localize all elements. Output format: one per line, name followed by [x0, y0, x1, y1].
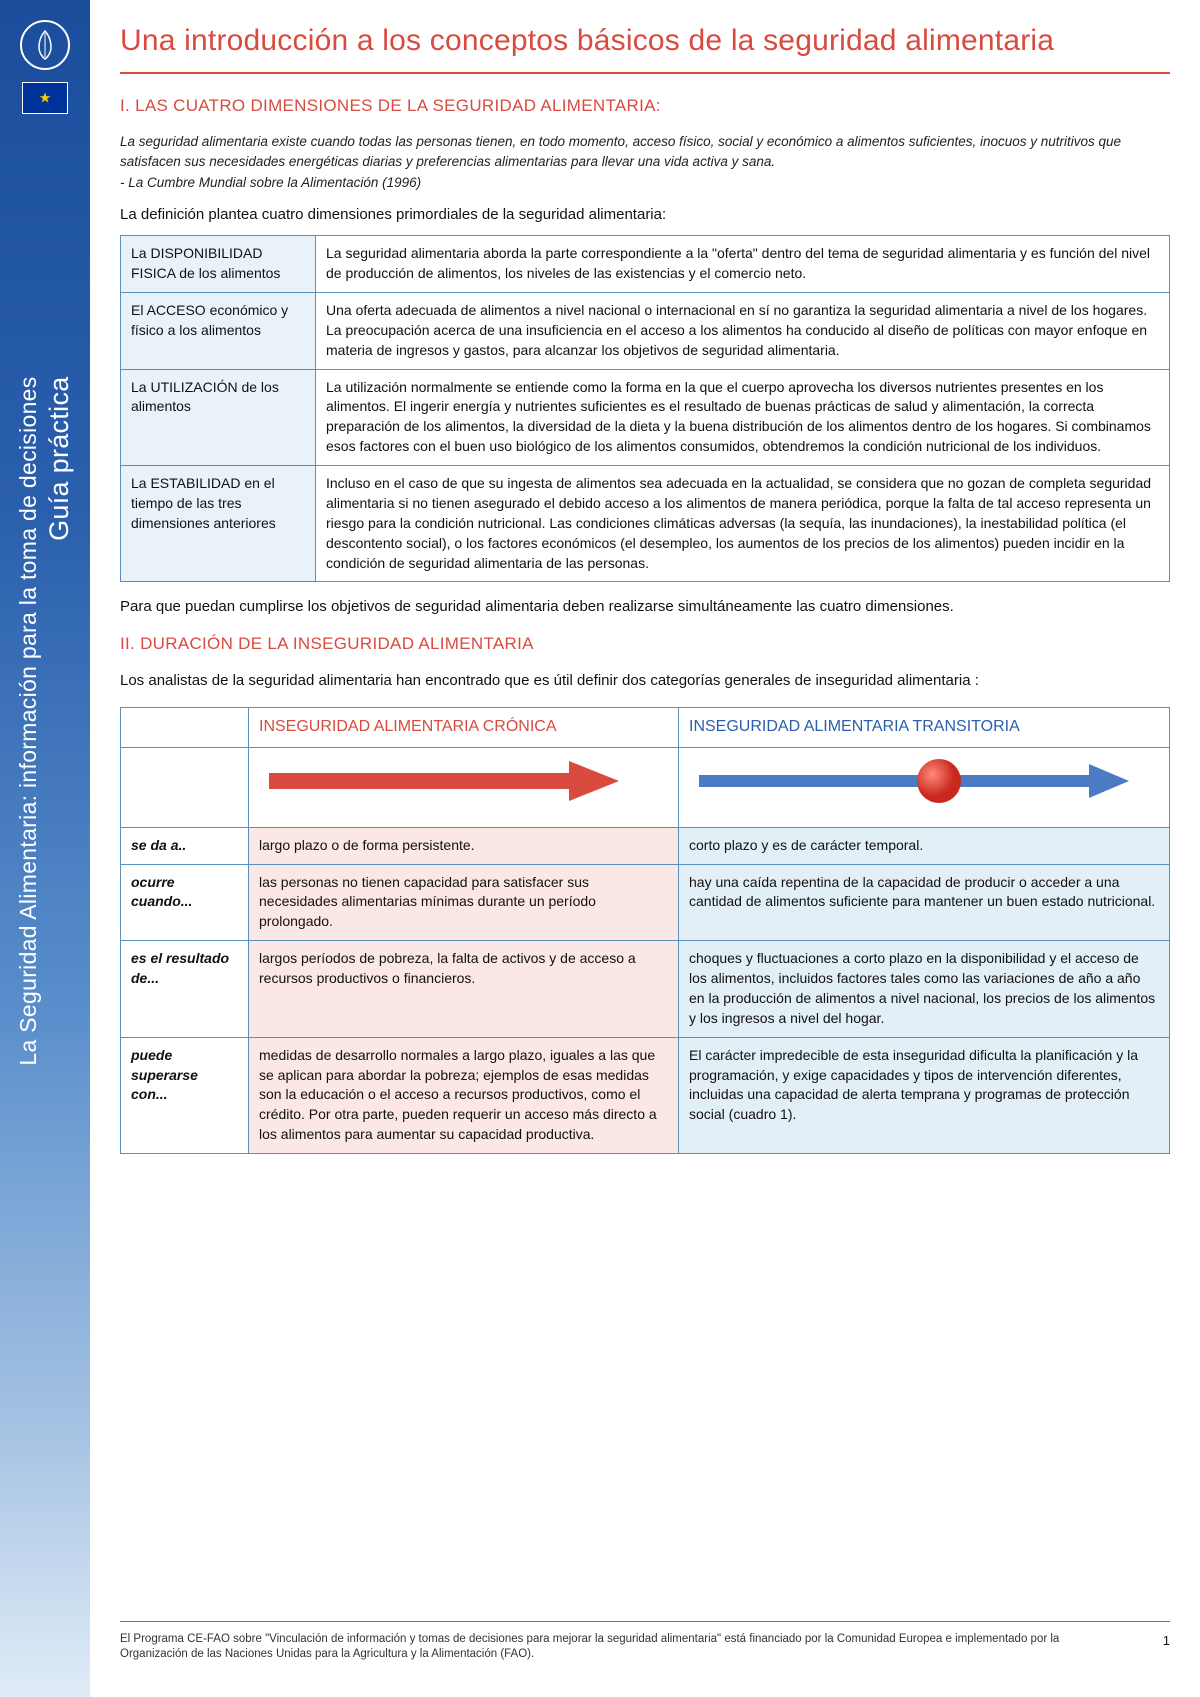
table-row: La UTILIZACIÓN de los alimentosLa utiliz… — [121, 369, 1170, 466]
dim-text: Incluso en el caso de que su ingesta de … — [316, 466, 1170, 582]
table-row: La DISPONIBILIDAD FISICA de los alimento… — [121, 236, 1170, 293]
transitory-arrow-cell — [679, 747, 1170, 827]
table-row: se da a.. largo plazo o de forma persist… — [121, 827, 1170, 864]
section2-intro: Los analistas de la seguridad alimentari… — [120, 670, 1170, 691]
page-number: 1 — [1163, 1632, 1170, 1663]
fao-logo-icon — [20, 20, 70, 70]
chronic-header: INSEGURIDAD ALIMENTARIA CRÓNICA — [249, 707, 679, 747]
eu-logo-icon — [22, 82, 68, 114]
section1-quote: La seguridad alimentaria existe cuando t… — [120, 132, 1170, 171]
content: Una introducción a los conceptos básicos… — [120, 24, 1170, 1174]
dim-text: Una oferta adecuada de alimentos a nivel… — [316, 292, 1170, 369]
row-label: ocurre cuando... — [121, 864, 249, 941]
sidebar-logos — [20, 20, 70, 114]
dim-label: La UTILIZACIÓN de los alimentos — [121, 369, 316, 466]
row-label: es el resultado de... — [121, 941, 249, 1038]
table-row: puede superarse con... medidas de desarr… — [121, 1037, 1170, 1153]
section1-intro: La definición plantea cuatro dimensiones… — [120, 204, 1170, 225]
sidebar-title: La Seguridad Alimentaria: información pa… — [15, 376, 75, 1065]
table-row: ocurre cuando... las personas no tienen … — [121, 864, 1170, 941]
transitory-cell: corto plazo y es de carácter temporal. — [679, 827, 1170, 864]
page-title: Una introducción a los conceptos básicos… — [120, 24, 1170, 58]
row-label: se da a.. — [121, 827, 249, 864]
title-rule — [120, 72, 1170, 74]
section1-quote-source: - La Cumbre Mundial sobre la Alimentació… — [120, 175, 1170, 190]
dim-text: La seguridad alimentaria aborda la parte… — [316, 236, 1170, 293]
transitory-header: INSEGURIDAD ALIMENTARIA TRANSITORIA — [679, 707, 1170, 747]
insecurity-table: INSEGURIDAD ALIMENTARIA CRÓNICA INSEGURI… — [120, 707, 1170, 1154]
sidebar: La Seguridad Alimentaria: información pa… — [0, 0, 90, 1697]
dim-label: La ESTABILIDAD en el tiempo de las tres … — [121, 466, 316, 582]
chronic-arrow-icon — [259, 756, 659, 806]
dim-label: La DISPONIBILIDAD FISICA de los alimento… — [121, 236, 316, 293]
table-row: El ACCESO económico y físico a los alime… — [121, 292, 1170, 369]
sidebar-main-line: La Seguridad Alimentaria: información pa… — [15, 376, 41, 1065]
dimensions-table: La DISPONIBILIDAD FISICA de los alimento… — [120, 235, 1170, 582]
chronic-arrow-cell — [249, 747, 679, 827]
footer: El Programa CE-FAO sobre "Vinculación de… — [120, 1621, 1170, 1663]
table-row: La ESTABILIDAD en el tiempo de las tres … — [121, 466, 1170, 582]
sidebar-sub-line: Guía práctica — [44, 376, 75, 1065]
chronic-cell: largos períodos de pobreza, la falta de … — [249, 941, 679, 1038]
table-row — [121, 747, 1170, 827]
empty-header — [121, 707, 249, 747]
table-row: es el resultado de... largos períodos de… — [121, 941, 1170, 1038]
empty-cell — [121, 747, 249, 827]
dim-label: El ACCESO económico y físico a los alime… — [121, 292, 316, 369]
chronic-cell: las personas no tienen capacidad para sa… — [249, 864, 679, 941]
dim-text: La utilización normalmente se entiende c… — [316, 369, 1170, 466]
transitory-arrow-icon — [689, 756, 1139, 806]
chronic-cell: medidas de desarrollo normales a largo p… — [249, 1037, 679, 1153]
transitory-cell: hay una caída repentina de la capacidad … — [679, 864, 1170, 941]
row-label: puede superarse con... — [121, 1037, 249, 1153]
section2-heading: II. DURACIÓN DE LA INSEGURIDAD ALIMENTAR… — [120, 634, 1170, 654]
transitory-cell: El carácter impredecible de esta insegur… — [679, 1037, 1170, 1153]
section1-closing: Para que puedan cumplirse los objetivos … — [120, 596, 1170, 617]
footer-text: El Programa CE-FAO sobre "Vinculación de… — [120, 1632, 1090, 1663]
table-row: INSEGURIDAD ALIMENTARIA CRÓNICA INSEGURI… — [121, 707, 1170, 747]
transitory-cell: choques y fluctuaciones a corto plazo en… — [679, 941, 1170, 1038]
chronic-cell: largo plazo o de forma persistente. — [249, 827, 679, 864]
section1-heading: I. LAS CUATRO DIMENSIONES DE LA SEGURIDA… — [120, 96, 1170, 116]
